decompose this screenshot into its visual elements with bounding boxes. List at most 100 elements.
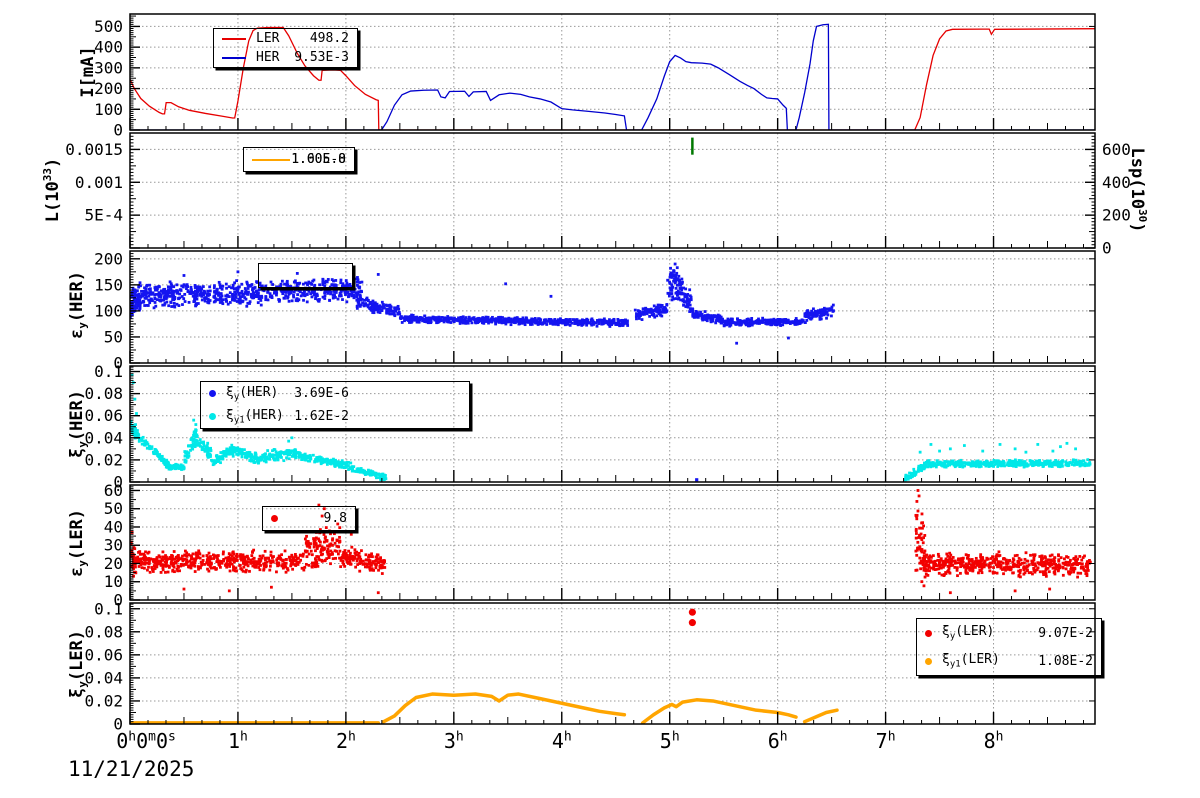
right-tick-label: 200: [1102, 206, 1131, 225]
right-tick-label: 0: [1102, 239, 1112, 258]
y-axis-title-current: I[mA]: [78, 46, 98, 98]
x-tick-label-1h: 1h: [228, 729, 248, 753]
x-ticks: [129, 351, 1084, 363]
y-tick-label: 0.001: [75, 173, 123, 192]
series: [130, 489, 1092, 595]
x-ticks: [129, 118, 1084, 130]
series-xiy-her: [695, 478, 699, 482]
series-xiy1-her: [130, 373, 1092, 482]
legend-value: 9.53E-3: [294, 50, 349, 65]
panel-beam-beam-her: 0 0.02 0.04 0.06 0.08 0.1: [84, 362, 1096, 492]
y-tick-label: 300: [94, 58, 123, 77]
y-tick-label: 5E-4: [84, 206, 123, 225]
y-tick-label: 150: [94, 275, 123, 294]
ler-line-marker: [222, 37, 246, 40]
y-tick-label: 0.02: [84, 691, 123, 710]
panel-frame: [129, 132, 1096, 249]
y-tick-label: 0.1: [94, 599, 123, 618]
y-ticks: [130, 250, 1095, 364]
y-ticks: [130, 484, 1095, 601]
y-ticks: [130, 132, 140, 249]
legend-emittance-her: [258, 263, 353, 288]
y-axis-title-xiy-ler: ξy(LER): [66, 629, 90, 699]
panel-beam-beam-ler: 0 0.02 0.04 0.06 0.08 0.1: [84, 599, 1096, 734]
legend-value: 9.07E-2: [1038, 625, 1093, 641]
y-tick-label: 50: [104, 327, 123, 346]
x-tick-label-8h: 8h: [983, 729, 1004, 753]
y-axis-title-luminosity: L(1033): [41, 157, 63, 223]
legend-row: HER 9.53E-3: [214, 50, 357, 65]
right-tick-label: 600: [1102, 140, 1131, 159]
y-ticks: [130, 603, 1095, 725]
legend-beam-current: LER 498.2 HER 9.53E-3: [213, 28, 358, 68]
legend-row: 1.00E-0 1.605.8: [244, 152, 354, 167]
y-tick-label: 0.02: [84, 450, 123, 469]
y-tick-label: 0: [113, 715, 123, 734]
legend-label: ξy(HER): [226, 384, 279, 403]
legend-label: ξy1(LER): [942, 652, 1000, 670]
series-xiy1-ler: [381, 692, 627, 724]
legend-value: 3.69E-6: [294, 386, 349, 401]
legend-label: HER: [256, 50, 280, 65]
panel-frame: [129, 484, 1096, 601]
panel-emittance-her: 0 50 100 150 200: [94, 249, 1096, 373]
legend-value: 1.62E-2: [294, 409, 349, 424]
legend-row: 9.8: [263, 511, 355, 526]
x-ticks: [129, 712, 1084, 724]
y-tick-label: 100: [94, 301, 123, 320]
series-xiy1-ler: [640, 698, 798, 724]
gridlines: [130, 251, 1095, 363]
x-ticks: [129, 470, 1084, 482]
y-tick-label: 60: [104, 481, 123, 500]
legend-row: ξy1(LER) 1.08E-2: [917, 652, 1101, 670]
series: [130, 262, 835, 345]
y-axis-title-ey-ler: εy(LER): [66, 508, 90, 578]
gridlines: [130, 133, 1095, 248]
legend-beam-beam-her: ξy(HER) 3.69E-6 ξy1(HER) 1.62E-2: [200, 381, 470, 429]
series: [130, 23, 1095, 130]
y-tick-label: 0: [113, 473, 123, 492]
date-label: 11/21/2025: [68, 757, 195, 781]
series-HER-current: [130, 23, 1095, 130]
x-tick-label-7h: 7h: [875, 729, 896, 753]
right-axis-ticks: [1085, 132, 1095, 249]
legend-label: LER: [256, 31, 280, 46]
legend-value: 9.8: [323, 511, 347, 526]
y-tick-label: 0.08: [84, 384, 123, 403]
x-tick-label-2h: 2h: [335, 729, 356, 753]
x-ticks: [129, 588, 1084, 600]
y-tick-label: 30: [104, 536, 123, 555]
luminosity-line-marker: [252, 158, 290, 161]
series: [130, 373, 1092, 482]
y-ticks: [130, 366, 1095, 483]
legend-value: 1.605.8: [291, 152, 346, 167]
y-tick-label: 0.04: [84, 668, 123, 687]
y-tick-label: 500: [94, 17, 123, 36]
panel-luminosity: 5E-4 0.001 0.0015 0 200 400 600: [65, 132, 1131, 258]
legend-row: ξy1(HER) 1.62E-2: [201, 407, 469, 426]
her-line-marker: [222, 56, 246, 59]
y-tick-label: 10: [104, 572, 123, 591]
y-tick-label: 0: [113, 121, 123, 140]
series-xiy1-ler: [802, 708, 839, 724]
y-tick-label: 0.08: [84, 622, 123, 641]
x-ticks: [129, 236, 1084, 248]
y-axis-title-xiy-her: ξy(HER): [66, 389, 90, 459]
y-tick-label: 20: [104, 554, 123, 573]
y-tick-label: 200: [94, 79, 123, 98]
legend-value: 498.2: [309, 31, 349, 46]
y-tick-label: 0: [113, 591, 123, 610]
y-tick-label: 400: [94, 38, 123, 57]
y-tick-label: 0: [113, 354, 123, 373]
x-tick-label-3h: 3h: [443, 729, 464, 753]
y-tick-label: 200: [94, 249, 123, 268]
x-tick-label-4h: 4h: [551, 729, 572, 753]
y-tick-label: 0.1: [94, 362, 123, 381]
series-ey-ler: [130, 489, 1092, 595]
y-tick-label: 50: [104, 499, 123, 518]
legend-label: ξy1(HER): [226, 407, 284, 426]
